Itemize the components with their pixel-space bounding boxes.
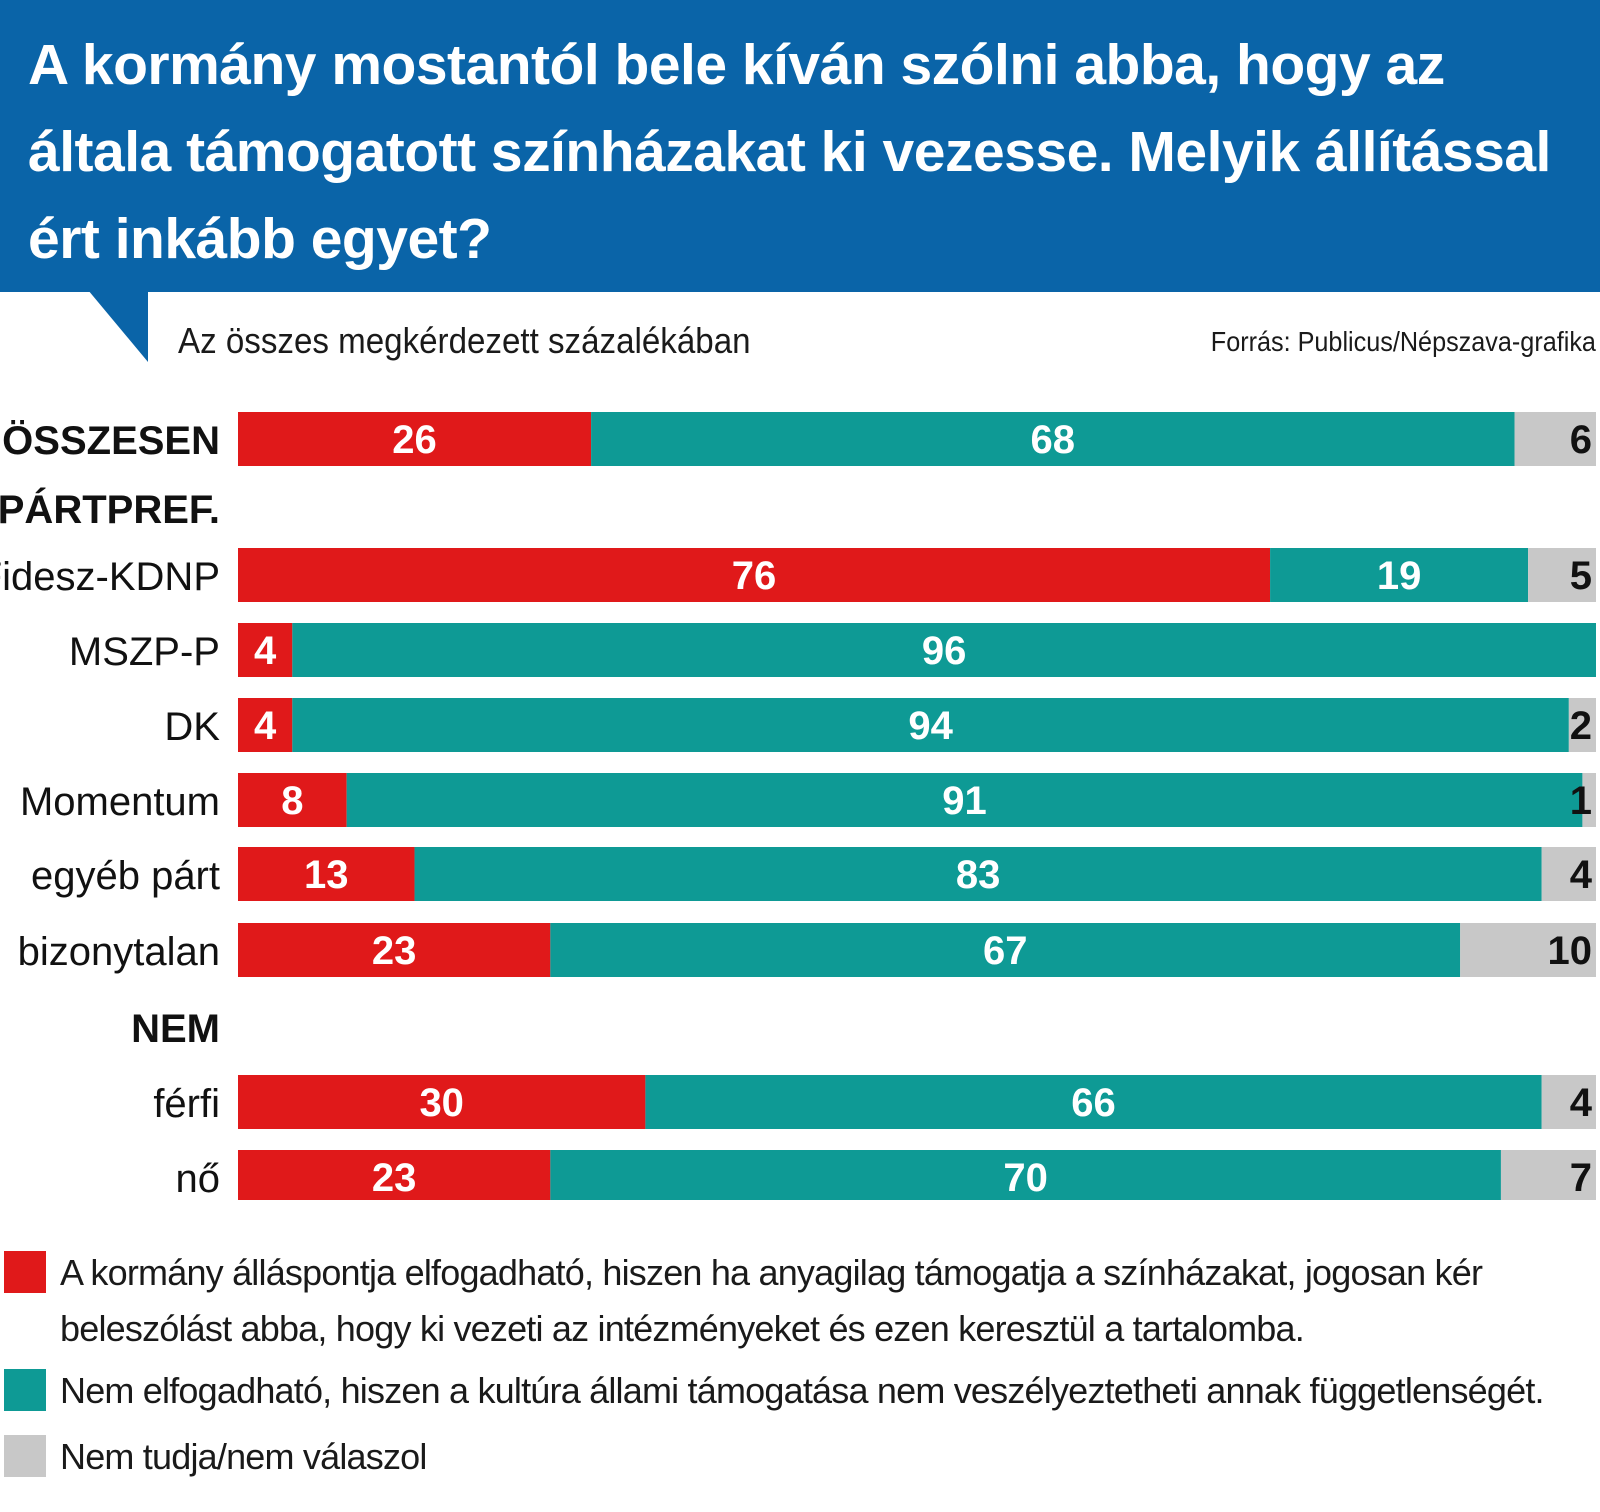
bar-segment-sszesen-unknown [1514,412,1596,466]
bar-segment-fidesz-kdnp-agree [238,548,1271,602]
bar-segment-momentum-disagree [346,773,1583,827]
row-label-fidesz-kdnp: Fidesz-KDNP [0,555,220,599]
legend-label-agree: A kormány álláspontja elfogadható, hisze… [60,1252,1483,1349]
row-label-f-rfi: férfi [153,1082,220,1126]
data-label-egy-b-p-rt-disagree: 83 [956,853,1001,897]
legend-swatch-unknown [4,1435,46,1477]
data-label-momentum-agree: 8 [281,779,303,823]
data-label-fidesz-kdnp-agree: 76 [732,554,777,598]
bar-segment-n-unknown [1500,1150,1596,1200]
bar-segment-egy-b-p-rt-unknown [1541,847,1596,901]
data-label-dk-unknown: 2 [1570,704,1592,748]
bar-segment-dk-disagree [292,698,1569,752]
data-label-n-disagree: 70 [1003,1156,1048,1200]
data-label-n-agree: 23 [372,1156,417,1200]
legend-swatch-disagree [4,1369,46,1411]
legend-label-disagree: Nem elfogadható, hiszen a kultúra állami… [60,1370,1545,1411]
data-label-dk-agree: 4 [254,704,277,748]
data-label-momentum-unknown: 1 [1570,779,1592,823]
data-label-sszesen-disagree: 68 [1031,418,1076,462]
bar-segment-bizonytalan-unknown [1460,923,1596,977]
bar-segment-f-rfi-unknown [1541,1075,1596,1129]
data-label-f-rfi-unknown: 4 [1570,1081,1593,1125]
chart-subtitle: Az összes megkérdezett százalékában [178,320,751,361]
bar-segment-momentum-agree [238,773,347,827]
data-label-fidesz-kdnp-disagree: 19 [1377,554,1422,598]
data-label-f-rfi-agree: 30 [419,1081,464,1125]
data-label-f-rfi-disagree: 66 [1071,1081,1116,1125]
group-header-p-rtpref: PÁRTPREF. [0,487,220,532]
data-label-n-unknown: 7 [1570,1156,1592,1200]
chart-source: Forrás: Publicus/Népszava-grafika [1210,326,1596,357]
bar-segment-bizonytalan-disagree [550,923,1461,977]
bar-segment-dk-agree [238,698,293,752]
bar-segment-f-rfi-agree [238,1075,646,1129]
row-label-mszp-p: MSZP-P [69,630,220,674]
bar-segment-sszesen-disagree [591,412,1515,466]
bar-segment-n-disagree [550,1150,1501,1200]
data-label-mszp-p-agree: 4 [254,629,277,673]
bar-segment-mszp-p-agree [238,623,293,677]
data-label-momentum-disagree: 91 [942,779,987,823]
speech-bubble-tail [88,290,148,362]
row-label-sszesen: ÖSSZESEN [2,418,220,463]
data-label-mszp-p-disagree: 96 [922,629,967,673]
data-label-bizonytalan-disagree: 67 [983,929,1028,973]
bar-segment-f-rfi-disagree [645,1075,1542,1129]
legend-swatch-agree [4,1251,46,1293]
legend-label-unknown: Nem tudja/nem válaszol [60,1436,427,1477]
bar-segment-mszp-p-disagree [292,623,1596,677]
data-label-bizonytalan-agree: 23 [372,929,417,973]
bar-segment-fidesz-kdnp-unknown [1528,548,1596,602]
bar-segment-dk-unknown [1568,698,1596,752]
bar-segment-egy-b-p-rt-disagree [414,847,1542,901]
bar-segment-sszesen-agree [238,412,592,466]
row-label-egy-b-p-rt: egyéb párt [31,854,220,898]
data-label-egy-b-p-rt-agree: 13 [304,853,349,897]
data-label-fidesz-kdnp-unknown: 5 [1570,554,1592,598]
header-banner: A kormány mostantól bele kíván szólni ab… [0,0,1600,292]
bar-segment-bizonytalan-agree [238,923,551,977]
bar-segment-momentum-unknown [1582,773,1596,827]
data-label-dk-disagree: 94 [908,704,953,748]
bar-segment-n-agree [238,1150,551,1200]
data-label-bizonytalan-unknown: 10 [1548,929,1593,973]
bar-segment-egy-b-p-rt-agree [238,847,415,901]
row-label-bizonytalan: bizonytalan [18,930,220,974]
group-header-nem: NEM [131,1007,220,1051]
data-label-sszesen-unknown: 6 [1570,418,1592,462]
row-label-momentum: Momentum [20,780,220,824]
chart-title: A kormány mostantól bele kíván szólni ab… [28,33,1551,271]
row-label-dk: DK [164,705,220,749]
row-label-n: nő [176,1157,221,1200]
data-label-sszesen-agree: 26 [392,418,437,462]
bar-segment-fidesz-kdnp-disagree [1270,548,1529,602]
data-label-egy-b-p-rt-unknown: 4 [1570,853,1593,897]
